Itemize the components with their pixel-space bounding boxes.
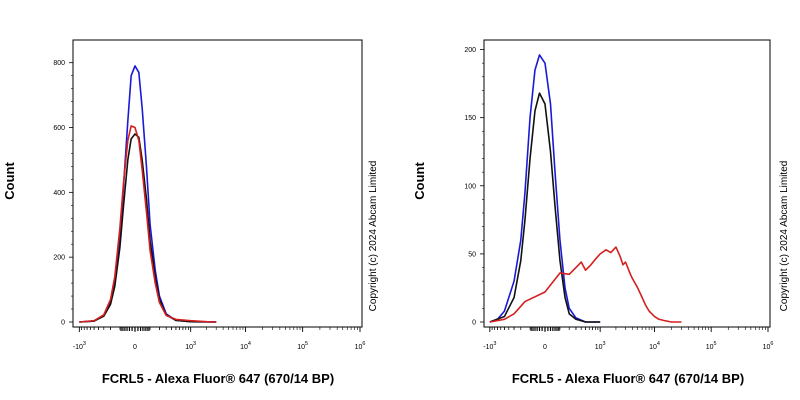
x-axis-ticks: -103 0 103 104 105 106: [483, 327, 773, 351]
x-axis-ticks: -103 0 103 104 105 106: [73, 327, 366, 351]
y-tick-label: 400: [53, 190, 65, 197]
histogram-series-line-1: [79, 65, 217, 323]
copyright-notice: Copyright (c) 2024 Abcam Limited: [368, 161, 379, 312]
y-tick-label: 800: [53, 60, 65, 67]
y-tick-label: 100: [464, 183, 476, 190]
x-tick-label: 103: [185, 341, 196, 351]
right-series-lines: [489, 54, 682, 323]
x-tick-label: 104: [240, 341, 251, 351]
x-tick-label: 0: [133, 344, 137, 351]
copyright-notice: Copyright (c) 2024 Abcam Limited: [779, 161, 790, 312]
x-tick-label: 106: [355, 341, 366, 351]
x-tick-label: 103: [595, 341, 606, 351]
y-tick-label: 600: [53, 125, 65, 132]
x-tick-label: 105: [706, 341, 717, 351]
x-tick-label: -103: [483, 341, 496, 351]
x-tick-label: 104: [649, 341, 660, 351]
histogram-series-line-3: [79, 125, 217, 323]
histogram-series-line-2: [489, 92, 601, 323]
plot-frame: [72, 39, 363, 328]
y-axis-title: Count: [412, 162, 427, 200]
plot-frame: [483, 39, 771, 328]
y-axis-title: Count: [2, 162, 17, 200]
y-tick-label: 200: [53, 255, 65, 262]
x-tick-label: 0: [543, 344, 547, 351]
left-histogram-panel: Count 0 200 400 600 800 -103 0 103 104 105 106 FC…: [2, 39, 379, 386]
y-axis-ticks: 0 50 100 150 200: [464, 47, 484, 327]
y-axis-ticks: 0 200 400 600 800: [53, 60, 73, 327]
y-tick-label: 0: [472, 320, 476, 327]
y-tick-label: 200: [464, 47, 476, 54]
x-axis-title: FCRL5 - Alexa Fluor® 647 (670/14 BP): [102, 371, 334, 386]
left-series-lines: [79, 65, 217, 323]
histogram-series-line-3: [489, 246, 682, 323]
y-tick-label: 150: [464, 115, 476, 122]
x-tick-label: 105: [297, 341, 308, 351]
x-tick-label: 106: [763, 341, 774, 351]
x-tick-label: -103: [73, 341, 86, 351]
histogram-series-line-1: [489, 54, 601, 323]
x-axis-title: FCRL5 - Alexa Fluor® 647 (670/14 BP): [512, 371, 744, 386]
y-tick-label: 50: [468, 251, 476, 258]
right-histogram-panel: Count 0 50 100 150 200 -103 0 103 104 105 106 FCR…: [412, 39, 790, 386]
y-tick-label: 0: [61, 320, 65, 327]
